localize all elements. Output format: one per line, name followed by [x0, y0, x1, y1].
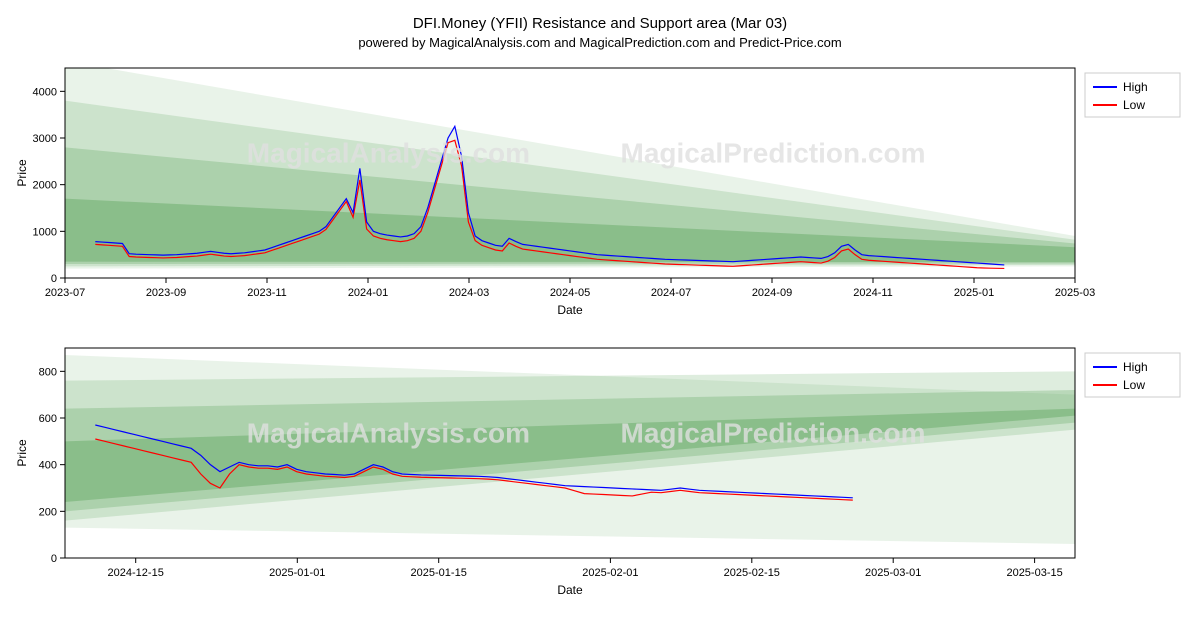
chart-top: MagicalAnalysis.com MagicalPrediction.com… — [10, 60, 1190, 320]
chart-bottom: MagicalAnalysis.com MagicalPrediction.com… — [10, 340, 1190, 600]
x-tick-label: 2023-11 — [247, 287, 287, 299]
y-tick-label: 800 — [39, 366, 57, 378]
x-tick-label: 2024-07 — [651, 287, 691, 299]
x-tick-label: 2025-02-15 — [724, 567, 780, 579]
y-tick-label: 3000 — [33, 133, 57, 145]
y-tick-label: 200 — [39, 506, 57, 518]
x-tick-label: 2023-09 — [146, 287, 186, 299]
x-axis-label: Date — [557, 583, 583, 597]
x-tick-label: 2023-07 — [45, 287, 85, 299]
x-tick-label: 2024-12-15 — [108, 567, 164, 579]
y-tick-label: 600 — [39, 413, 57, 425]
x-tick-label: 2025-01 — [954, 287, 994, 299]
y-tick-label: 0 — [51, 273, 57, 285]
x-tick-label: 2024-03 — [449, 287, 489, 299]
legend-low: Low — [1123, 98, 1145, 112]
chart-subtitle: powered by MagicalAnalysis.com and Magic… — [10, 35, 1190, 50]
y-tick-label: 2000 — [33, 180, 57, 192]
legend-low: Low — [1123, 378, 1145, 392]
watermark: MagicalAnalysis.com — [247, 138, 530, 169]
watermark: MagicalPrediction.com — [621, 138, 926, 169]
x-tick-label: 2024-09 — [752, 287, 792, 299]
x-tick-label: 2025-02-01 — [582, 567, 638, 579]
x-tick-label: 2025-03-01 — [865, 567, 921, 579]
y-tick-label: 1000 — [33, 226, 57, 238]
x-tick-label: 2024-01 — [348, 287, 388, 299]
x-tick-label: 2025-01-15 — [411, 567, 467, 579]
watermark: MagicalPrediction.com — [621, 418, 926, 449]
legend-high: High — [1123, 360, 1148, 374]
x-tick-label: 2024-11 — [853, 287, 893, 299]
y-tick-label: 400 — [39, 460, 57, 472]
y-axis-label: Price — [15, 159, 29, 187]
y-axis-label: Price — [15, 439, 29, 467]
x-axis-label: Date — [557, 303, 583, 317]
chart-title: DFI.Money (YFII) Resistance and Support … — [10, 15, 1190, 32]
watermark: MagicalAnalysis.com — [247, 418, 530, 449]
y-tick-label: 4000 — [33, 86, 57, 98]
x-tick-label: 2024-05 — [550, 287, 590, 299]
y-tick-label: 0 — [51, 553, 57, 565]
legend-high: High — [1123, 80, 1148, 94]
x-tick-label: 2025-03 — [1055, 287, 1095, 299]
x-tick-label: 2025-01-01 — [269, 567, 325, 579]
x-tick-label: 2025-03-15 — [1006, 567, 1062, 579]
